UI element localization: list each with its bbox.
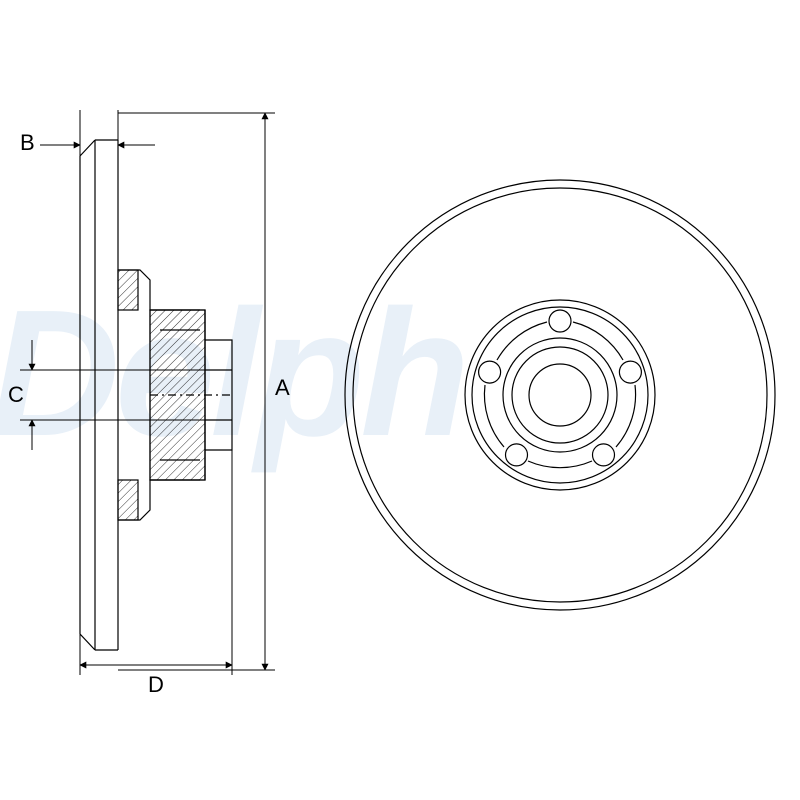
- dim-label-c: C: [8, 382, 24, 408]
- side-view: [80, 140, 232, 650]
- diagram-svg: [0, 0, 800, 800]
- front-view: [345, 180, 775, 610]
- dimension-lines: [20, 110, 275, 675]
- dim-label-b: B: [20, 130, 35, 156]
- dim-label-d: D: [148, 672, 164, 698]
- dim-label-a: A: [275, 375, 290, 401]
